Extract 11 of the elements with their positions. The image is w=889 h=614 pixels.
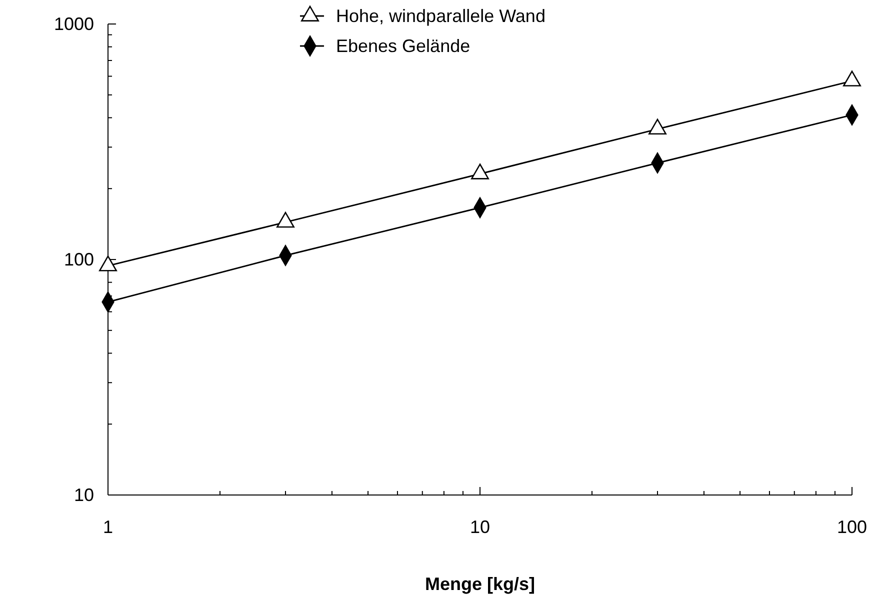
y-tick-label: 1000 (54, 14, 94, 34)
point (471, 164, 489, 180)
legend-label: Ebenes Gelände (336, 36, 470, 56)
y-tick-label: 100 (64, 249, 94, 270)
point (843, 70, 861, 86)
x-tick-label: 10 (470, 516, 490, 537)
y-tick-label: 10 (74, 484, 94, 505)
x-tick-label: 100 (836, 516, 868, 537)
legend-label: Hohe, windparallele Wand (336, 6, 546, 26)
x-axis-title: Menge [kg/s] (424, 574, 536, 594)
x-tick-label: 1 (102, 516, 114, 537)
